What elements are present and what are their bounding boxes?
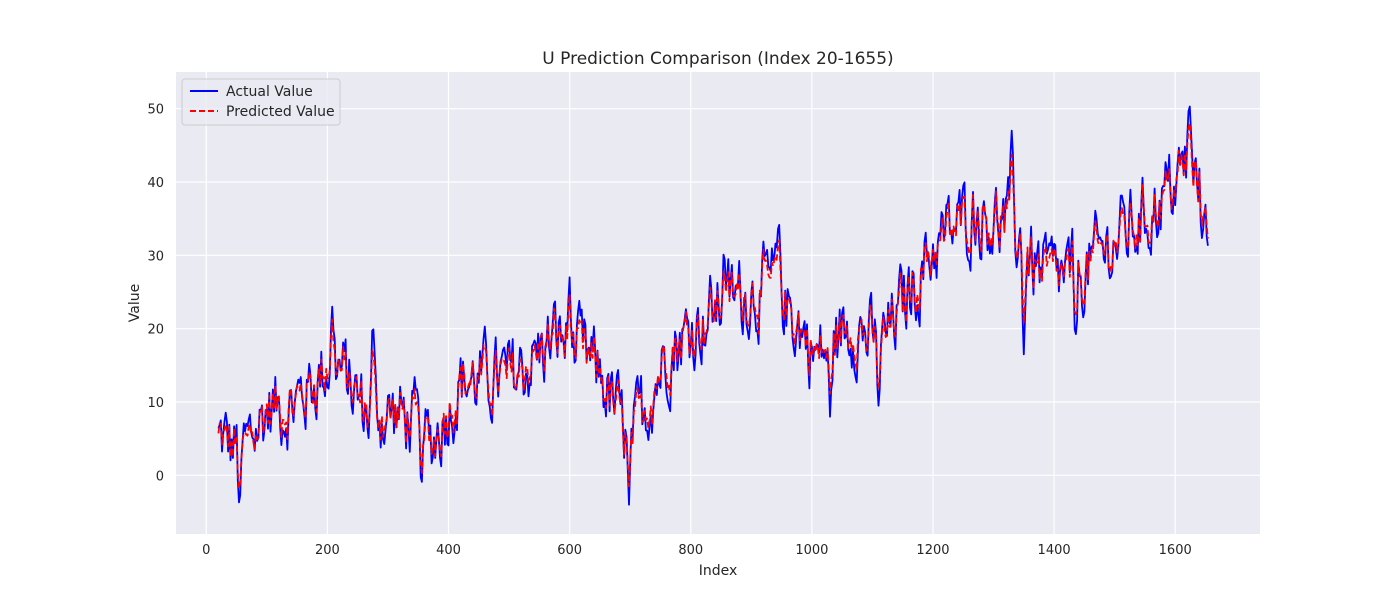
x-tick-label: 0	[202, 543, 210, 558]
y-axis-ticks: 0 10 20 30 40 50	[147, 103, 164, 485]
y-tick-label: 20	[147, 323, 164, 338]
x-tick-label: 200	[315, 543, 340, 558]
chart-title: U Prediction Comparison (Index 20-1655)	[542, 49, 893, 69]
legend-label-predicted: Predicted Value	[226, 104, 335, 120]
legend-label-actual: Actual Value	[226, 84, 313, 100]
x-tick-label: 600	[557, 543, 582, 558]
x-tick-label: 1200	[916, 543, 949, 558]
series-layer	[217, 105, 1209, 506]
legend: Actual Value Predicted Value	[181, 78, 341, 126]
y-tick-label: 0	[156, 469, 164, 484]
y-tick-label: 30	[147, 249, 164, 264]
grid	[176, 72, 1260, 534]
x-tick-label: 1400	[1038, 543, 1071, 558]
series-line-predicted	[217, 122, 1209, 489]
y-tick-label: 10	[147, 396, 164, 411]
x-tick-label: 1600	[1159, 543, 1192, 558]
x-axis-ticks: 0 200 400 600 800 1000 1200 1400 1600	[202, 543, 1192, 558]
legend-box	[181, 78, 341, 126]
y-tick-label: 50	[147, 103, 164, 118]
x-axis-title: Index	[699, 563, 738, 579]
x-tick-label: 400	[436, 543, 461, 558]
y-tick-label: 40	[147, 176, 164, 191]
y-axis-title: Value	[127, 284, 143, 322]
x-tick-label: 1000	[795, 543, 828, 558]
x-tick-label: 800	[678, 543, 703, 558]
